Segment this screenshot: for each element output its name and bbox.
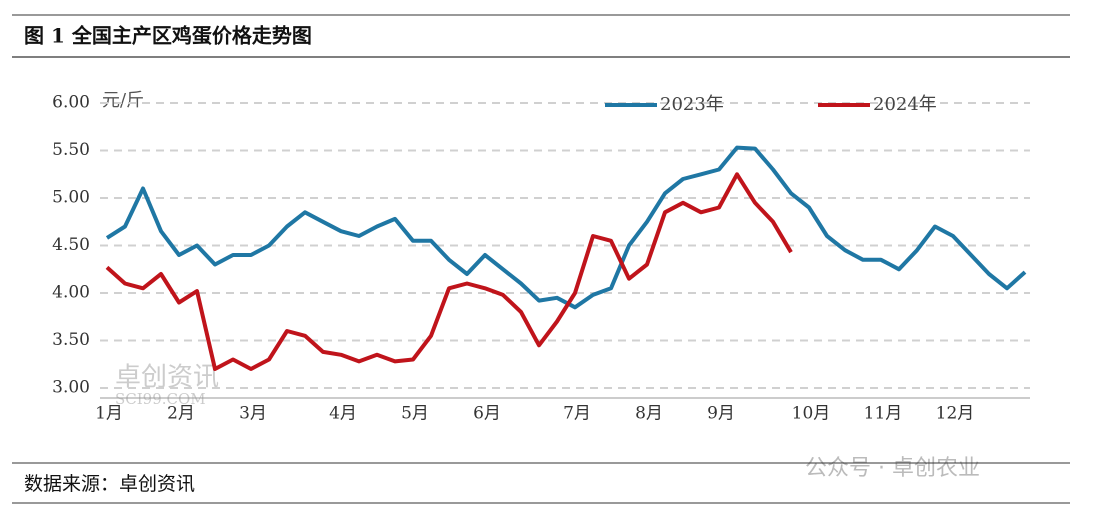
legend-label: 2024年 [873,94,937,115]
legend-label: 2023年 [660,94,724,115]
y-tick-label: 5.50 [52,140,90,160]
y-tick-label: 6.00 [52,93,90,113]
x-tick-label: 8月 [635,404,663,424]
x-tick-label: 6月 [473,404,501,424]
y-tick-label: 4.00 [52,283,90,303]
y-unit: 元/斤 [102,90,144,111]
x-tick-label: 1月 [95,404,123,424]
x-tick-label: 10月 [792,404,831,424]
y-tick-label: 3.50 [52,330,90,350]
source-note: 数据来源：卓创资讯 [24,473,195,495]
y-tick-label: 5.00 [52,188,90,208]
x-tick-label: 7月 [563,404,591,424]
x-tick-label: 4月 [329,404,357,424]
y-tick-label: 4.50 [52,235,90,255]
series-line [105,145,1027,310]
x-tick-label: 9月 [707,404,735,424]
x-tick-label: 11月 [864,404,903,424]
x-tick-label: 5月 [401,404,429,424]
y-tick-label: 3.00 [52,378,90,398]
series-line [105,172,793,371]
watermark-account: 公众号 · 卓创农业 [805,456,980,481]
figure-title: 图 1 全国主产区鸡蛋价格走势图 [24,24,312,48]
x-tick-label: 12月 [936,404,975,424]
x-tick-label: 2月 [167,404,195,424]
x-tick-label: 3月 [239,404,267,424]
watermark-site: SCI99.COM [115,390,206,408]
